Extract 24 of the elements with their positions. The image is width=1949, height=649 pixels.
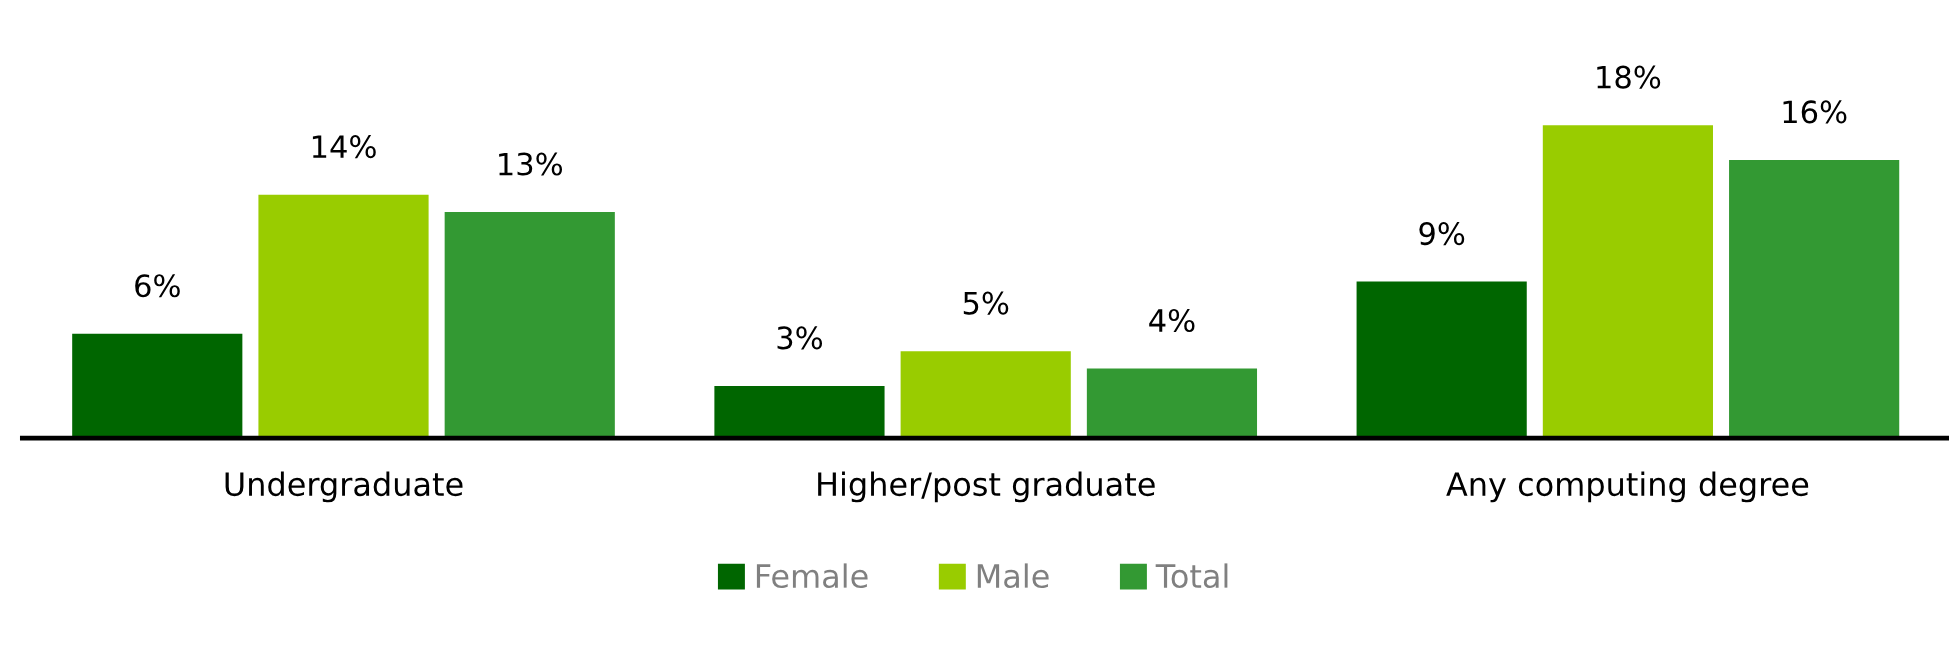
data-label: 4% bbox=[1149, 308, 1195, 333]
data-label: 18% bbox=[1597, 65, 1661, 89]
data-label: 9% bbox=[1419, 222, 1465, 246]
bar bbox=[72, 333, 243, 439]
bar bbox=[444, 212, 615, 439]
data-label: 14% bbox=[312, 135, 376, 159]
data-label: 3% bbox=[777, 326, 823, 350]
x-tick-label: Higher/post graduate bbox=[818, 471, 1155, 503]
legend-label: Male bbox=[977, 563, 1049, 589]
data-label: 6% bbox=[135, 274, 180, 298]
bar bbox=[1542, 125, 1713, 439]
bar bbox=[1086, 368, 1258, 439]
legend-label: Female bbox=[756, 563, 868, 589]
bar bbox=[258, 194, 429, 439]
bar bbox=[900, 351, 1071, 439]
legend-label: Total bbox=[1155, 563, 1228, 589]
x-tick-label: Undergraduate bbox=[225, 471, 463, 503]
data-label: 5% bbox=[963, 291, 1009, 315]
bar bbox=[1729, 159, 1900, 439]
bar bbox=[714, 385, 885, 439]
x-tick-label: Any computing degree bbox=[1446, 471, 1809, 503]
data-label: 13% bbox=[499, 152, 563, 176]
bar bbox=[1356, 281, 1527, 439]
data-label: 16% bbox=[1783, 100, 1847, 124]
